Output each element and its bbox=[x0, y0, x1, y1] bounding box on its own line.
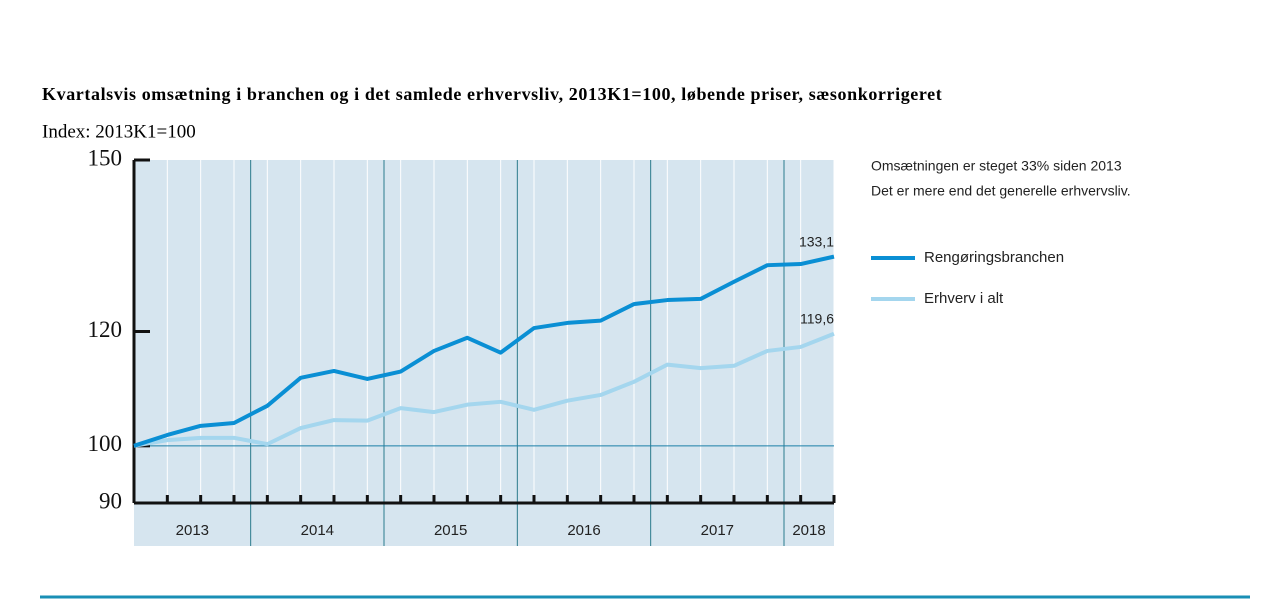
chart-subtitle: Index: 2013K1=100 bbox=[42, 121, 196, 142]
x-tick-label: 2014 bbox=[301, 522, 334, 539]
value-label: 119,6 bbox=[800, 310, 834, 326]
y-tick-label: 100 bbox=[88, 431, 123, 456]
chart-title: Kvartalsvis omsætning i branchen og i de… bbox=[42, 84, 942, 104]
x-tick-label: 2015 bbox=[434, 522, 467, 539]
annotation: Det er mere end det generelle erhvervsli… bbox=[871, 183, 1131, 199]
legend-label: Rengøringsbranchen bbox=[924, 249, 1064, 266]
value-label: 133,1 bbox=[799, 233, 834, 249]
series-line bbox=[133, 331, 835, 448]
annotation: Omsætningen er steget 33% siden 2013 bbox=[871, 158, 1122, 174]
x-tick-label: 2016 bbox=[567, 522, 600, 539]
y-tick-label: 150 bbox=[88, 145, 123, 170]
x-tick-label: 2018 bbox=[792, 522, 825, 539]
y-tick-label: 90 bbox=[99, 488, 122, 513]
y-tick-label: 120 bbox=[88, 317, 123, 342]
x-tick-label: 2013 bbox=[176, 522, 209, 539]
series-line bbox=[133, 254, 835, 448]
plot-background bbox=[134, 160, 834, 546]
x-tick-label: 2017 bbox=[701, 522, 734, 539]
legend-label: Erhverv i alt bbox=[924, 290, 1004, 307]
